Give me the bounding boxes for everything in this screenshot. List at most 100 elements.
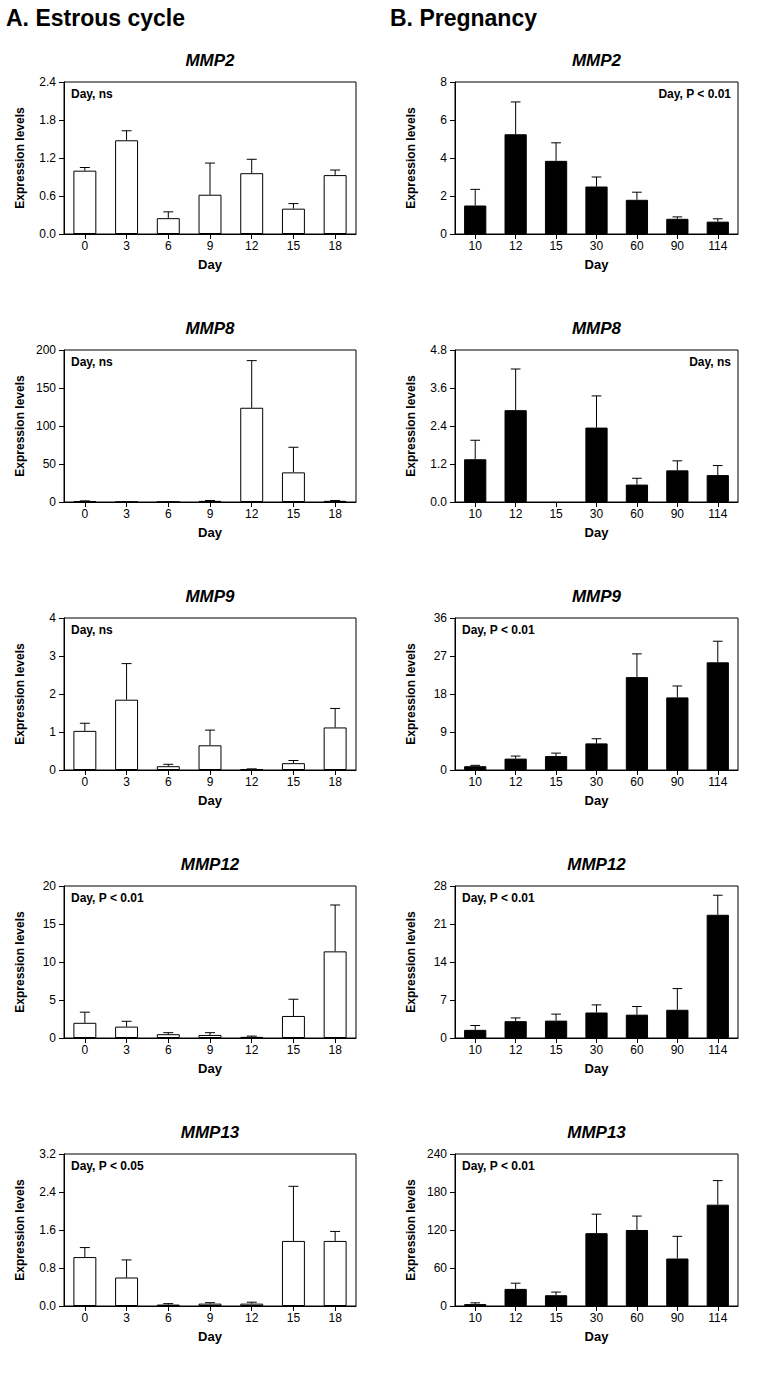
svg-text:200: 200	[36, 343, 56, 357]
svg-text:90: 90	[671, 507, 685, 521]
svg-text:MMP2: MMP2	[572, 51, 622, 70]
svg-text:0: 0	[440, 1031, 447, 1045]
svg-text:MMP8: MMP8	[572, 319, 622, 338]
svg-text:15: 15	[287, 775, 301, 789]
svg-text:15: 15	[287, 1043, 301, 1057]
svg-text:3: 3	[49, 649, 56, 663]
svg-text:60: 60	[630, 239, 644, 253]
svg-text:Day, P < 0.01: Day, P < 0.01	[462, 1159, 535, 1173]
svg-text:12: 12	[509, 507, 523, 521]
svg-text:6: 6	[165, 239, 172, 253]
svg-text:114: 114	[708, 507, 727, 521]
svg-text:28: 28	[434, 879, 448, 893]
svg-text:Day: Day	[198, 1329, 223, 1344]
svg-text:Expression levels: Expression levels	[13, 911, 27, 1013]
svg-text:1.2: 1.2	[39, 151, 56, 165]
svg-text:Expression levels: Expression levels	[13, 107, 27, 209]
svg-text:0: 0	[49, 763, 56, 777]
svg-text:30: 30	[590, 507, 604, 521]
svg-text:12: 12	[509, 1311, 523, 1325]
svg-text:Expression levels: Expression levels	[404, 911, 418, 1013]
svg-text:Day, ns: Day, ns	[71, 623, 113, 637]
svg-text:Day: Day	[585, 525, 610, 540]
svg-text:6: 6	[440, 113, 447, 127]
svg-text:30: 30	[590, 1043, 604, 1057]
svg-text:4: 4	[440, 151, 447, 165]
svg-text:3: 3	[123, 1043, 130, 1057]
svg-text:27: 27	[434, 649, 448, 663]
svg-text:18: 18	[328, 507, 342, 521]
svg-text:Day: Day	[585, 793, 610, 808]
svg-text:15: 15	[549, 1311, 563, 1325]
svg-text:0: 0	[82, 775, 89, 789]
svg-text:Day, P < 0.01: Day, P < 0.01	[462, 891, 535, 905]
svg-text:MMP13: MMP13	[567, 1123, 626, 1142]
svg-text:9: 9	[207, 1043, 214, 1057]
svg-text:2.4: 2.4	[39, 1185, 56, 1199]
svg-text:Expression levels: Expression levels	[404, 107, 418, 209]
svg-text:60: 60	[630, 775, 644, 789]
svg-text:6: 6	[165, 775, 172, 789]
svg-text:Day, ns: Day, ns	[689, 355, 731, 369]
svg-text:Day: Day	[198, 257, 223, 272]
svg-text:Expression levels: Expression levels	[404, 643, 418, 745]
svg-text:2.4: 2.4	[39, 75, 56, 89]
svg-text:0: 0	[82, 239, 89, 253]
svg-text:0: 0	[49, 1031, 56, 1045]
svg-text:0: 0	[82, 507, 89, 521]
svg-text:114: 114	[708, 239, 727, 253]
svg-text:12: 12	[245, 239, 259, 253]
svg-text:0: 0	[440, 227, 447, 241]
svg-text:15: 15	[549, 239, 563, 253]
svg-text:9: 9	[440, 725, 447, 739]
svg-text:15: 15	[43, 917, 57, 931]
svg-text:18: 18	[328, 1311, 342, 1325]
svg-text:30: 30	[590, 239, 604, 253]
svg-text:15: 15	[549, 507, 563, 521]
svg-text:10: 10	[43, 955, 57, 969]
svg-text:18: 18	[328, 239, 342, 253]
svg-text:Day, P < 0.01: Day, P < 0.01	[71, 891, 144, 905]
svg-text:114: 114	[708, 1311, 727, 1325]
svg-text:10: 10	[469, 775, 483, 789]
svg-text:Day, P < 0.05: Day, P < 0.05	[71, 1159, 144, 1173]
svg-text:90: 90	[671, 1043, 685, 1057]
svg-text:6: 6	[165, 1043, 172, 1057]
svg-text:60: 60	[630, 1311, 644, 1325]
svg-text:Day, ns: Day, ns	[71, 355, 113, 369]
svg-text:0: 0	[440, 1299, 447, 1313]
svg-text:0: 0	[49, 495, 56, 509]
svg-text:Expression levels: Expression levels	[404, 375, 418, 477]
svg-text:1.6: 1.6	[39, 1223, 56, 1237]
svg-text:0: 0	[82, 1043, 89, 1057]
svg-text:3: 3	[123, 239, 130, 253]
svg-text:18: 18	[328, 775, 342, 789]
svg-text:Day: Day	[198, 793, 223, 808]
svg-text:A. Estrous cycle: A. Estrous cycle	[6, 5, 185, 31]
svg-text:3.2: 3.2	[39, 1147, 56, 1161]
svg-text:6: 6	[165, 507, 172, 521]
svg-text:15: 15	[549, 1043, 563, 1057]
svg-text:1: 1	[49, 725, 56, 739]
svg-text:90: 90	[671, 1311, 685, 1325]
svg-text:Day, P < 0.01: Day, P < 0.01	[462, 623, 535, 637]
svg-text:2: 2	[49, 687, 56, 701]
svg-text:14: 14	[434, 955, 448, 969]
svg-text:12: 12	[245, 775, 259, 789]
svg-text:114: 114	[708, 1043, 727, 1057]
svg-text:9: 9	[207, 239, 214, 253]
svg-text:10: 10	[469, 507, 483, 521]
svg-text:90: 90	[671, 775, 685, 789]
svg-text:60: 60	[630, 507, 644, 521]
svg-text:9: 9	[207, 1311, 214, 1325]
svg-text:114: 114	[708, 775, 727, 789]
svg-text:Day: Day	[198, 1061, 223, 1076]
svg-text:Day: Day	[585, 1329, 610, 1344]
svg-text:10: 10	[469, 239, 483, 253]
svg-text:50: 50	[43, 457, 57, 471]
svg-text:100: 100	[36, 419, 56, 433]
svg-text:7: 7	[440, 993, 447, 1007]
svg-text:MMP9: MMP9	[185, 587, 235, 606]
svg-text:15: 15	[287, 239, 301, 253]
svg-text:0.6: 0.6	[39, 189, 56, 203]
